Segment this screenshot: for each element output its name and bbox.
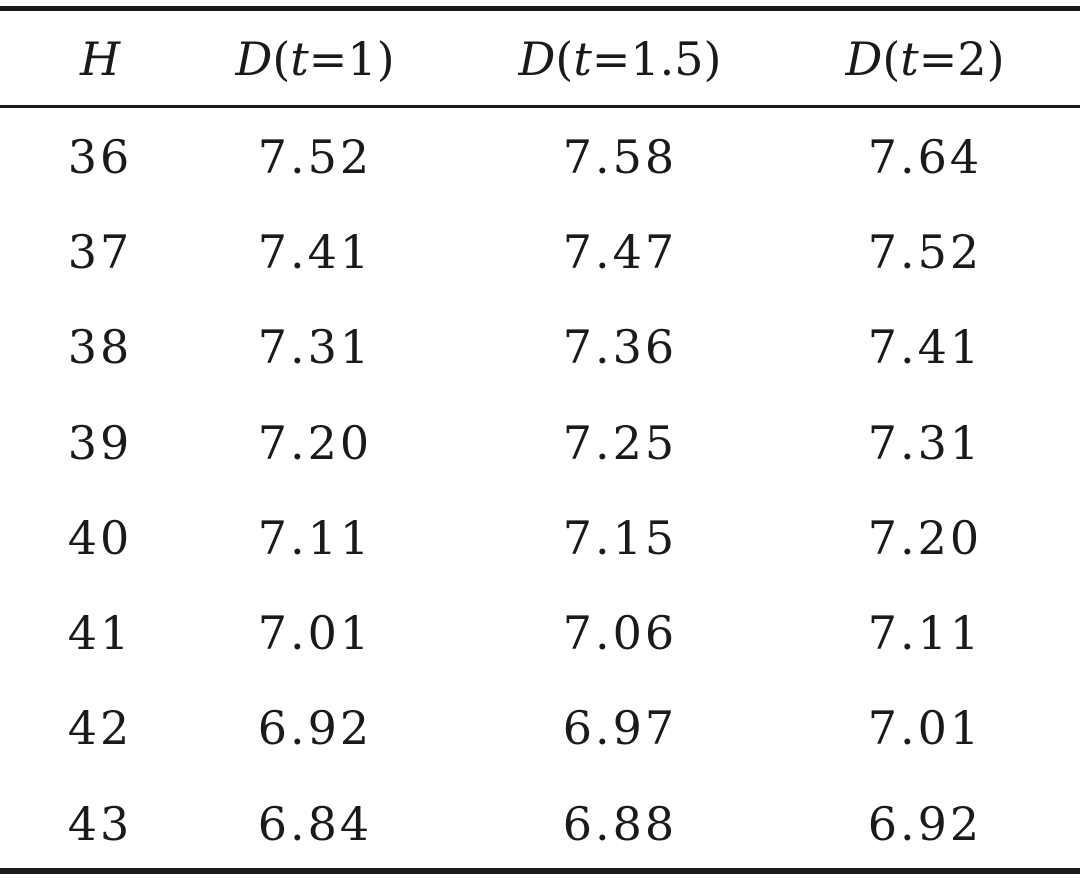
header-h-var: H	[79, 32, 121, 86]
cell-d-t1: 7.11	[257, 511, 373, 565]
cell-h: 39	[67, 416, 133, 470]
cell-h: 42	[67, 701, 133, 755]
cell-h: 43	[67, 797, 133, 851]
cell-d-t1: 6.92	[257, 701, 373, 755]
table-row: 43 6.84 6.88 6.92	[0, 777, 1080, 872]
cell-d-t2: 7.52	[867, 225, 983, 279]
cell-h: 38	[67, 320, 133, 374]
table-bottom-rule	[0, 868, 1080, 874]
header-d-t1-5: D(t=1.5)	[518, 32, 722, 86]
cell-d-t2: 7.11	[867, 606, 983, 660]
cell-d-t1-5: 7.06	[562, 606, 678, 660]
header-d-t2: D(t=2)	[845, 32, 1005, 86]
table-row: 41 7.01 7.06 7.11	[0, 586, 1080, 681]
cell-h: 36	[67, 130, 133, 184]
cell-d-t1: 7.52	[257, 130, 373, 184]
cell-d-t2: 7.31	[867, 416, 983, 470]
cell-d-t2: 7.41	[867, 320, 983, 374]
header-d-t1: D(t=1)	[235, 32, 395, 86]
cell-d-t1-5: 7.25	[562, 416, 678, 470]
cell-d-t1: 7.20	[257, 416, 373, 470]
cell-d-t2: 6.92	[867, 797, 983, 851]
header-h: H	[40, 28, 160, 90]
cell-d-t1-5: 7.15	[562, 511, 678, 565]
cell-d-t1-5: 6.88	[562, 797, 678, 851]
cell-d-t1-5: 6.97	[562, 701, 678, 755]
table-top-rule	[0, 6, 1080, 11]
cell-d-t1-5: 7.58	[562, 130, 678, 184]
cell-h: 37	[67, 225, 133, 279]
cell-d-t2: 7.64	[867, 130, 983, 184]
table-row: 39 7.20 7.25 7.31	[0, 396, 1080, 491]
table-row: 38 7.31 7.36 7.41	[0, 300, 1080, 395]
cell-h: 40	[67, 511, 133, 565]
cell-d-t1: 7.31	[257, 320, 373, 374]
table-row: 42 6.92 6.97 7.01	[0, 681, 1080, 776]
cell-d-t1: 6.84	[257, 797, 373, 851]
cell-h: 41	[67, 606, 133, 660]
table-header-rule	[0, 105, 1080, 108]
cell-d-t2: 7.01	[867, 701, 983, 755]
cell-d-t1: 7.41	[257, 225, 373, 279]
cell-d-t1-5: 7.36	[562, 320, 678, 374]
table-row: 40 7.11 7.15 7.20	[0, 491, 1080, 586]
cell-d-t1: 7.01	[257, 606, 373, 660]
cell-d-t1-5: 7.47	[562, 225, 678, 279]
table-row: 36 7.52 7.58 7.64	[0, 110, 1080, 205]
cell-d-t2: 7.20	[867, 511, 983, 565]
table-row: 37 7.41 7.47 7.52	[0, 205, 1080, 300]
